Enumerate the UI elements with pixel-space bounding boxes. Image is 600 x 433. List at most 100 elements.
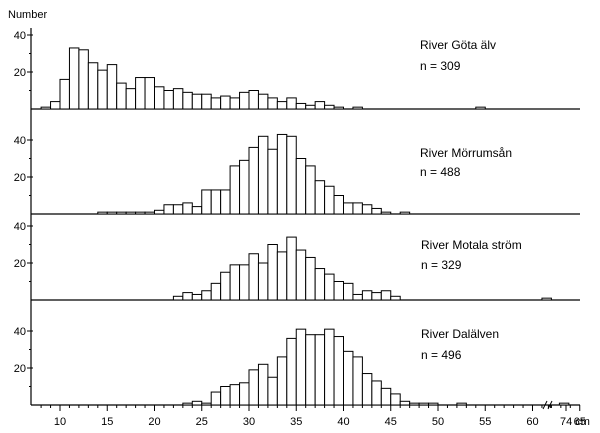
bar bbox=[314, 334, 326, 406]
bar bbox=[257, 93, 269, 110]
bar bbox=[352, 356, 363, 406]
bar bbox=[333, 336, 344, 406]
bar bbox=[125, 88, 137, 110]
panel-n-label: n = 496 bbox=[421, 348, 462, 362]
x-tick-label: 40 bbox=[337, 416, 349, 428]
bar bbox=[97, 211, 108, 215]
bar bbox=[144, 211, 156, 215]
bar bbox=[182, 402, 193, 406]
bar bbox=[324, 328, 335, 406]
bar bbox=[276, 101, 288, 110]
panel-name: River Motala ström bbox=[421, 238, 522, 252]
bar bbox=[239, 264, 250, 301]
bar bbox=[191, 400, 203, 406]
bar bbox=[125, 211, 137, 215]
bar bbox=[210, 391, 222, 406]
bar bbox=[59, 78, 70, 110]
bar bbox=[163, 90, 174, 110]
bar bbox=[248, 146, 259, 215]
panel-1: 20 40 River Göta älv n = 309 bbox=[14, 30, 580, 110]
bar bbox=[172, 204, 184, 215]
bar bbox=[541, 297, 552, 301]
y-tick-label: 40 bbox=[14, 30, 26, 42]
bar bbox=[267, 148, 278, 215]
bar bbox=[97, 69, 108, 110]
bar bbox=[248, 253, 259, 301]
x-tick-label: 10 bbox=[54, 416, 66, 428]
bar bbox=[295, 328, 307, 406]
bar bbox=[390, 295, 401, 301]
bar bbox=[361, 373, 373, 406]
bar bbox=[239, 159, 250, 215]
bar bbox=[475, 106, 486, 110]
bar bbox=[220, 271, 231, 301]
bar bbox=[361, 290, 373, 301]
bar bbox=[50, 101, 61, 110]
y-tick-label: 40 bbox=[14, 326, 26, 338]
bar bbox=[135, 77, 146, 110]
x-tick-label: 55 bbox=[479, 416, 491, 428]
bar bbox=[295, 249, 307, 301]
bar bbox=[324, 104, 335, 110]
bar bbox=[220, 189, 231, 215]
bar bbox=[229, 97, 241, 110]
bar bbox=[172, 295, 184, 301]
bar bbox=[106, 211, 118, 215]
y-tick-label: 20 bbox=[14, 172, 26, 184]
bar bbox=[210, 189, 222, 215]
x-tick-label: 30 bbox=[243, 416, 255, 428]
bar bbox=[380, 211, 392, 215]
x-tick-label: 20 bbox=[148, 416, 160, 428]
bar bbox=[380, 387, 392, 406]
bar bbox=[201, 402, 212, 406]
bar bbox=[314, 180, 326, 215]
bar bbox=[305, 104, 316, 110]
histogram-panels: 20 40 River Göta älv n = 309 20 40 River Mörru… bbox=[14, 28, 580, 406]
bar bbox=[352, 293, 363, 301]
bar bbox=[144, 77, 156, 110]
bar bbox=[220, 386, 231, 406]
bar bbox=[154, 209, 165, 215]
bar bbox=[201, 189, 212, 215]
bar bbox=[324, 273, 335, 301]
bar bbox=[87, 62, 99, 110]
bar bbox=[390, 393, 401, 406]
bar bbox=[239, 382, 250, 406]
bar bbox=[371, 207, 382, 215]
bar bbox=[295, 158, 307, 215]
bar bbox=[456, 402, 467, 406]
bar bbox=[68, 47, 80, 110]
bar bbox=[343, 202, 354, 215]
bar bbox=[201, 93, 212, 110]
panel-3: 20 40 River Motala ström n = 329 bbox=[14, 221, 580, 301]
y-tick-label: 20 bbox=[14, 363, 26, 375]
bar bbox=[201, 290, 212, 301]
bar bbox=[295, 102, 307, 110]
bar bbox=[267, 97, 278, 110]
bar bbox=[286, 337, 297, 406]
bar bbox=[210, 97, 222, 110]
axis-break-mark bbox=[547, 400, 553, 410]
bar bbox=[182, 202, 193, 215]
bar bbox=[267, 244, 278, 301]
x-tick-label: 25 bbox=[196, 416, 208, 428]
bar bbox=[276, 133, 288, 215]
bar bbox=[314, 101, 326, 110]
x-tick-label: 45 bbox=[385, 416, 397, 428]
x-tick-label: 15 bbox=[101, 416, 113, 428]
bar bbox=[352, 106, 363, 110]
bar bbox=[229, 165, 241, 215]
bar bbox=[305, 165, 316, 215]
bar bbox=[191, 293, 203, 301]
bar bbox=[286, 236, 297, 301]
bar bbox=[371, 380, 382, 406]
bar bbox=[135, 211, 146, 215]
bar bbox=[361, 204, 373, 215]
x-tick-label: 60 bbox=[526, 416, 538, 428]
bar bbox=[409, 402, 420, 406]
bar bbox=[343, 350, 354, 406]
bar bbox=[286, 97, 297, 110]
bar bbox=[333, 195, 344, 215]
bar bbox=[229, 384, 241, 406]
